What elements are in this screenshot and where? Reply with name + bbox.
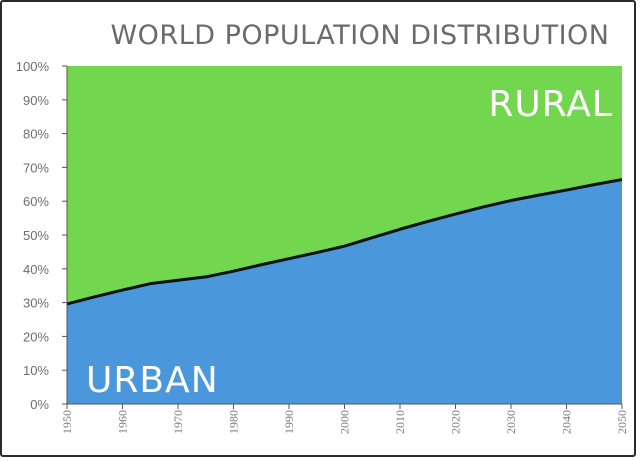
urban-area bbox=[67, 179, 622, 404]
urban-boundary-line bbox=[66, 178, 623, 306]
x-tick-label: 2050 bbox=[615, 410, 629, 434]
x-tick-label: 1950 bbox=[60, 410, 74, 434]
x-tick-label: 1980 bbox=[227, 410, 241, 434]
y-tick-label: 70% bbox=[23, 160, 49, 175]
y-tick-label: 30% bbox=[23, 296, 49, 311]
rural-area bbox=[67, 66, 622, 304]
x-tick-label: 1990 bbox=[282, 410, 296, 434]
y-tick-label: 100% bbox=[16, 59, 50, 74]
rural-series-label: RURAL bbox=[488, 84, 613, 125]
y-tick-label: 80% bbox=[23, 127, 49, 142]
y-tick-label: 40% bbox=[23, 262, 49, 277]
x-tick-label: 2030 bbox=[504, 410, 518, 434]
y-tick-label: 60% bbox=[23, 194, 49, 209]
y-tick-label: 0% bbox=[30, 397, 49, 412]
x-tick-label: 2040 bbox=[560, 410, 574, 434]
x-tick-label: 2000 bbox=[338, 410, 352, 434]
y-tick-label: 90% bbox=[23, 93, 49, 108]
chart-title: WORLD POPULATION DISTRIBUTION bbox=[110, 20, 609, 51]
x-tick-label: 2020 bbox=[449, 410, 463, 434]
y-tick-label: 20% bbox=[23, 329, 49, 344]
y-tick-label: 10% bbox=[23, 363, 49, 378]
x-tick-label: 2010 bbox=[393, 410, 407, 434]
x-tick-label: 1970 bbox=[171, 410, 185, 434]
y-tick-label: 50% bbox=[23, 228, 49, 243]
x-tick-label: 1960 bbox=[116, 410, 130, 434]
urban-series-label: URBAN bbox=[86, 360, 219, 401]
